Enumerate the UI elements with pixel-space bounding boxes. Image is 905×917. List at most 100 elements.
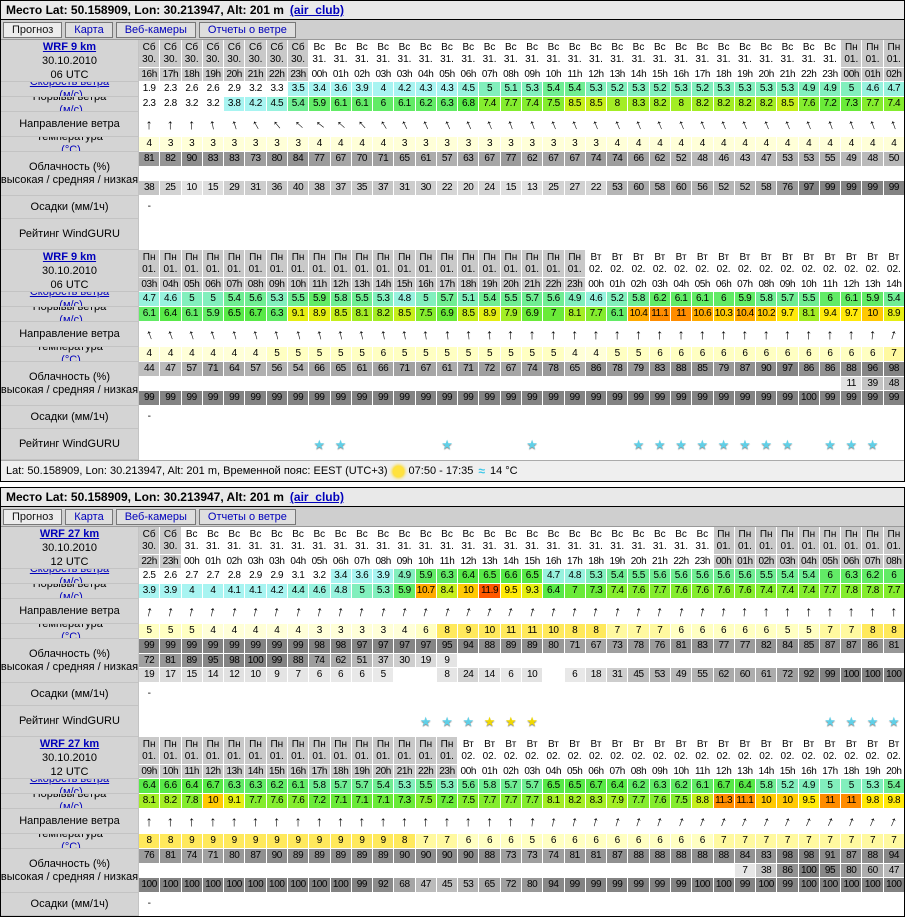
- cloud-high-cell: 48: [692, 152, 713, 166]
- wind-direction-cell: ↑: [458, 809, 479, 833]
- air-club-link[interactable]: (air_club): [289, 3, 344, 17]
- row-label-link[interactable]: (м/с): [56, 314, 83, 321]
- wind-direction-arrow-icon: ↑: [548, 812, 559, 830]
- temperature-cell: 6: [479, 834, 500, 848]
- row-label-link[interactable]: Скорость ветра: [29, 82, 110, 89]
- tab-wind-reports[interactable]: Отчеты о ветре: [198, 22, 296, 38]
- wind-speed-cell: 5.3: [436, 779, 458, 793]
- cloud-low-cell: 62: [713, 668, 734, 682]
- temperature-cell: 10: [543, 624, 564, 638]
- tab-wind-reports[interactable]: Отчеты о ветре: [198, 509, 296, 525]
- model-link[interactable]: WRF 9 km: [42, 250, 97, 263]
- wind-speed-cell: 5.6: [649, 569, 670, 583]
- rating-star-blue-icon: ★: [419, 713, 432, 729]
- wind-direction-cell: ↑: [266, 809, 287, 833]
- row-label-link[interactable]: (м/с): [56, 591, 83, 598]
- rating-cell: [713, 706, 734, 736]
- wind-speed-cell: 6.2: [649, 292, 670, 306]
- tab-forecast[interactable]: Прогноз: [3, 509, 63, 525]
- wind-speed-cell: 3.6: [330, 82, 351, 96]
- wind-speed-cell: 3.6: [351, 569, 373, 583]
- model-link[interactable]: WRF 9 km: [42, 40, 97, 53]
- wind-direction-arrow-icon: ↑: [230, 813, 238, 829]
- wind-direction-arrow-icon: ↑: [337, 813, 345, 829]
- cloud-high-cell: 80: [224, 849, 245, 863]
- row-label-link[interactable]: (м/с): [56, 299, 83, 306]
- row-label-link[interactable]: (м/с): [56, 104, 83, 111]
- row-label-text: Направление ветра: [19, 604, 120, 617]
- wind-gust-cell: 7.8: [862, 584, 883, 598]
- cloud-mid-cell: 99: [266, 654, 287, 667]
- row-label-wind-gusts: Порывы ветра (м/с): [1, 794, 138, 808]
- wind-direction-arrow-icon: ↑: [720, 326, 728, 342]
- wind-gust-cell: 8.2: [564, 794, 585, 808]
- row-label-link[interactable]: Скорость ветра: [29, 569, 110, 576]
- precipitation-cell: [756, 893, 777, 915]
- row-label-link[interactable]: (м/с): [56, 576, 83, 583]
- wind-gust-cell: 8.5: [585, 97, 607, 111]
- cloud-high-cell: 49: [841, 152, 862, 166]
- wind-direction-cell: ↑: [373, 112, 394, 136]
- tab-webcams[interactable]: Веб-камеры: [115, 22, 196, 38]
- day-cell: Вс 31.: [628, 40, 649, 67]
- rating-star-blue-icon: ★: [717, 436, 730, 452]
- cloud-low-cell: 99: [649, 878, 670, 892]
- wind-speed-cell: 6.2: [862, 569, 883, 583]
- cloud-mid-cell: [351, 377, 373, 390]
- model-link[interactable]: WRF 27 km: [39, 527, 100, 540]
- row-label-link[interactable]: (°C): [58, 144, 81, 151]
- cloud-low-cell: 17: [160, 668, 181, 682]
- temperature-cell: 8: [394, 834, 415, 848]
- day-cell: Пн 01.: [245, 250, 266, 277]
- hour-cell: 18h: [713, 68, 734, 81]
- day-cell: Пн 01.: [266, 737, 287, 764]
- tab-map[interactable]: Карта: [65, 22, 113, 38]
- cloud-high-cell: 86: [819, 362, 841, 376]
- hour-cell: 01h: [330, 68, 351, 81]
- hour-cell: 13h: [862, 278, 883, 291]
- wind-direction-arrow-icon: ↑: [783, 326, 791, 342]
- row-label-link[interactable]: (м/с): [56, 89, 83, 96]
- wind-speed-cell: 2.3: [160, 82, 181, 96]
- cloud-high-cell: 66: [628, 152, 649, 166]
- row-label-text: Рейтинг WindGURU: [19, 714, 120, 727]
- row-label-link[interactable]: Скорость ветра: [29, 779, 110, 786]
- rating-cell: [202, 429, 224, 459]
- temperature-cell: 7: [436, 834, 458, 848]
- cloud-low-cell: 99: [436, 391, 458, 405]
- precipitation-cell: [245, 893, 266, 915]
- tab-webcams[interactable]: Веб-камеры: [115, 509, 196, 525]
- tab-forecast[interactable]: Прогноз: [3, 22, 63, 38]
- row-label-link[interactable]: Скорость ветра: [29, 292, 110, 299]
- wind-speed-cell: 6.6: [160, 779, 181, 793]
- day-cell: Пн 01.: [734, 527, 756, 554]
- day-cell: Пн 01.: [394, 250, 415, 277]
- cloud-high-cell: 73: [522, 849, 543, 863]
- day-cell: Вс 31.: [415, 527, 436, 554]
- cloud-high-cell: 83: [649, 362, 670, 376]
- cloud-low-cell: 99: [777, 391, 798, 405]
- cloud-low-cell: 6: [500, 668, 521, 682]
- cloud-high-cell: 74: [607, 152, 628, 166]
- model-link[interactable]: WRF 27 km: [39, 737, 100, 750]
- cloud-high-cell: 61: [415, 152, 436, 166]
- wind-gust-cell: 7.7: [522, 794, 543, 808]
- hour-cell: 17h: [564, 555, 585, 568]
- wind-direction-arrow-icon: ↑: [847, 603, 855, 619]
- wind-direction-cell: ↑: [883, 322, 904, 346]
- row-label-link[interactable]: (°C): [58, 354, 81, 361]
- air-club-link[interactable]: (air_club): [289, 490, 344, 504]
- cloud-low-cell: 100: [798, 391, 819, 405]
- row-label-link[interactable]: (°C): [58, 631, 81, 638]
- row-label-link[interactable]: (м/с): [56, 786, 83, 793]
- row-label-link[interactable]: (м/с): [56, 801, 83, 808]
- wind-direction-cell: ↑: [287, 322, 309, 346]
- cloud-low-cell: 6: [351, 668, 373, 682]
- precipitation-cell: [500, 196, 521, 218]
- wind-direction-arrow-icon: ↑: [887, 812, 901, 830]
- cloud-mid-cell: [798, 167, 819, 180]
- tab-map[interactable]: Карта: [65, 509, 113, 525]
- wind-gust-cell: 5.4: [287, 97, 309, 111]
- row-label-link[interactable]: (°C): [58, 841, 81, 848]
- wind-gust-cell: 7.9: [607, 794, 628, 808]
